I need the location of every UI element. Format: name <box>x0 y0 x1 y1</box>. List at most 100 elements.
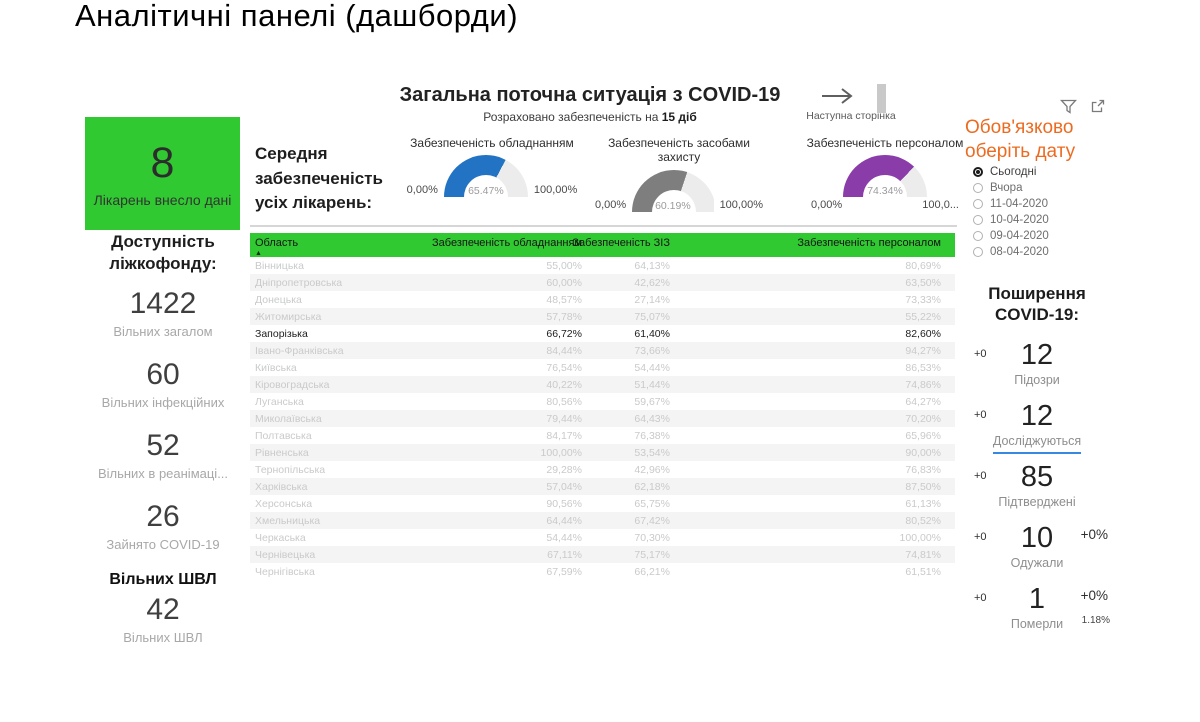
gauge-arc: 60.19% <box>632 169 714 212</box>
cell-equipment: 64,44% <box>546 514 582 527</box>
stat-value: 1 <box>1028 582 1046 615</box>
table-row[interactable]: Миколаївська 79,44% 64,43% 70,20% <box>250 410 955 427</box>
table-row[interactable]: Хмельницька 64,44% 67,42% 80,52% <box>250 512 955 529</box>
cell-equipment: 60,00% <box>546 276 582 289</box>
cell-personnel: 76,83% <box>905 463 941 476</box>
table-row[interactable]: Вінницька 55,00% 64,13% 80,69% <box>250 257 955 274</box>
cell-region: Хмельницька <box>255 514 321 527</box>
table-row[interactable]: Дніпропетровська 60,00% 42,62% 63,50% <box>250 274 955 291</box>
table-row[interactable]: Чернівецька 67,11% 75,17% 74,81% <box>250 546 955 563</box>
cell-equipment: 90,56% <box>546 497 582 510</box>
stat-value: 42 <box>146 593 180 627</box>
table-row[interactable]: Київська 76,54% 54,44% 86,53% <box>250 359 955 376</box>
stat-value: 10 <box>1020 521 1054 554</box>
bed-stats: 1422 Вільних загалом 60 Вільних інфекцій… <box>85 287 241 554</box>
table-row[interactable]: Черкаська 54,44% 70,30% 100,00% <box>250 529 955 546</box>
cell-equipment: 100,00% <box>540 446 582 459</box>
bed-stat-card: 60 Вільних інфекційних <box>85 358 241 412</box>
date-option-label: 09-04-2020 <box>990 230 1049 242</box>
cell-ppe: 53,54% <box>634 446 670 459</box>
gauge-title: Забезпеченість засобами захисту <box>608 136 750 165</box>
date-option[interactable]: Вчора <box>973 182 1133 194</box>
gauge-title: Забезпеченість обладнанням <box>410 136 574 150</box>
radio-button-icon[interactable] <box>973 247 983 257</box>
filter-funnel-icon[interactable] <box>1060 98 1077 115</box>
cell-equipment: 84,44% <box>546 344 582 357</box>
cell-region: Кіровоградська <box>255 378 330 391</box>
cell-personnel: 61,13% <box>905 497 941 510</box>
table-row[interactable]: Івано-Франківська 84,44% 73,66% 94,27% <box>250 342 955 359</box>
cell-region: Чернігівська <box>255 565 315 578</box>
cell-personnel: 100,00% <box>899 531 941 544</box>
cell-region: Луганська <box>255 395 304 408</box>
vertical-scrollbar-thumb[interactable] <box>877 84 886 113</box>
expand-icon[interactable] <box>1090 98 1106 114</box>
gauges-intro-label: Середня забезпеченість усіх лікарень: <box>255 144 383 213</box>
cell-personnel: 70,20% <box>905 412 941 425</box>
stat-value: 52 <box>146 429 180 463</box>
dashboard-title: Загальна поточна ситуація з COVID-19 <box>399 84 781 106</box>
gauge-visual[interactable]: Забезпеченість персоналом 0,00% 74.34% 1… <box>785 136 985 212</box>
table-row[interactable]: Кіровоградська 40,22% 51,44% 74,86% <box>250 376 955 393</box>
date-option[interactable]: Сьогодні <box>973 166 1133 178</box>
cell-personnel: 94,27% <box>905 344 941 357</box>
next-page-arrow-icon[interactable] <box>820 86 856 106</box>
table-row[interactable]: Полтавська 84,17% 76,38% 65,96% <box>250 427 955 444</box>
sort-ascending-icon: ▲ <box>255 250 262 257</box>
stat-value: 1422 <box>129 287 197 321</box>
gauge-visual[interactable]: Забезпеченість обладнанням 0,00% 65.47% … <box>392 136 592 198</box>
table-row[interactable]: Луганська 80,56% 59,67% 64,27% <box>250 393 955 410</box>
gauge-max-label: 100,0... <box>922 199 959 212</box>
spread-panel: Поширення COVID-19: +0 12 Підозри +0 12 … <box>962 283 1112 641</box>
cell-region: Миколаївська <box>255 412 322 425</box>
stat-delta: +0 <box>974 347 987 360</box>
radio-button-icon[interactable] <box>973 215 983 225</box>
table-row[interactable]: Житомирська 57,78% 75,07% 55,22% <box>250 308 955 325</box>
column-header-ppe[interactable]: Забезпеченість ЗІЗ <box>572 237 670 257</box>
gauge-value-label: 60.19% <box>655 199 691 212</box>
date-option[interactable]: 09-04-2020 <box>973 230 1133 242</box>
cell-ppe: 75,07% <box>634 310 670 323</box>
column-header-region[interactable]: Область ▲ <box>250 237 450 257</box>
column-header-personnel[interactable]: Забезпеченість персоналом <box>670 237 955 257</box>
gauge-visual[interactable]: Забезпеченість засобами захисту 0,00% 60… <box>595 136 763 212</box>
stat-delta: +0 <box>974 530 987 543</box>
table-row[interactable]: Харківська 57,04% 62,18% 87,50% <box>250 478 955 495</box>
table-row[interactable]: Донецька 48,57% 27,14% 73,33% <box>250 291 955 308</box>
cell-personnel: 86,53% <box>905 361 941 374</box>
cell-equipment: 80,56% <box>546 395 582 408</box>
table-row[interactable]: Рівненська 100,00% 53,54% 90,00% <box>250 444 955 461</box>
cell-ppe: 75,17% <box>634 548 670 561</box>
bed-fund-title: Доступність ліжкофонду: <box>109 232 217 274</box>
date-option[interactable]: 10-04-2020 <box>973 214 1133 226</box>
cell-equipment: 40,22% <box>546 378 582 391</box>
table-row[interactable]: Запорізька 66,72% 61,40% 82,60% <box>250 325 955 342</box>
cell-personnel: 80,52% <box>905 514 941 527</box>
column-header-equipment[interactable]: Забезпеченість обладнанням <box>432 237 582 257</box>
subtitle-prefix: Розраховано забезпеченість на <box>483 110 662 124</box>
table-row[interactable]: Тернопільська 29,28% 42,96% 76,83% <box>250 461 955 478</box>
date-option[interactable]: 11-04-2020 <box>973 198 1133 210</box>
cell-personnel: 90,00% <box>905 446 941 459</box>
radio-button-icon[interactable] <box>973 231 983 241</box>
stat-delta: +0 <box>974 408 987 421</box>
date-option-label: 10-04-2020 <box>990 214 1049 226</box>
subtitle-days: 15 діб <box>661 110 697 124</box>
cell-region: Донецька <box>255 293 302 306</box>
cell-ppe: 62,18% <box>634 480 670 493</box>
table-row[interactable]: Херсонська 90,56% 65,75% 61,13% <box>250 495 955 512</box>
radio-button-icon[interactable] <box>973 167 983 177</box>
radio-button-icon[interactable] <box>973 183 983 193</box>
date-option-label: 08-04-2020 <box>990 246 1049 258</box>
date-option[interactable]: 08-04-2020 <box>973 246 1133 258</box>
radio-button-icon[interactable] <box>973 199 983 209</box>
table-top-divider <box>250 225 957 227</box>
cell-personnel: 80,69% <box>905 259 941 272</box>
cell-ppe: 59,67% <box>634 395 670 408</box>
cell-ppe: 42,62% <box>634 276 670 289</box>
stat-label: Померли <box>1010 616 1064 631</box>
table-row[interactable]: Чернігівська 67,59% 66,21% 61,51% <box>250 563 955 580</box>
spread-title: Поширення COVID-19: <box>988 284 1086 325</box>
date-filter-warning: Обов'язково оберіть дату <box>965 117 1076 162</box>
region-table-body: Вінницька 55,00% 64,13% 80,69% Дніпропет… <box>250 257 955 580</box>
